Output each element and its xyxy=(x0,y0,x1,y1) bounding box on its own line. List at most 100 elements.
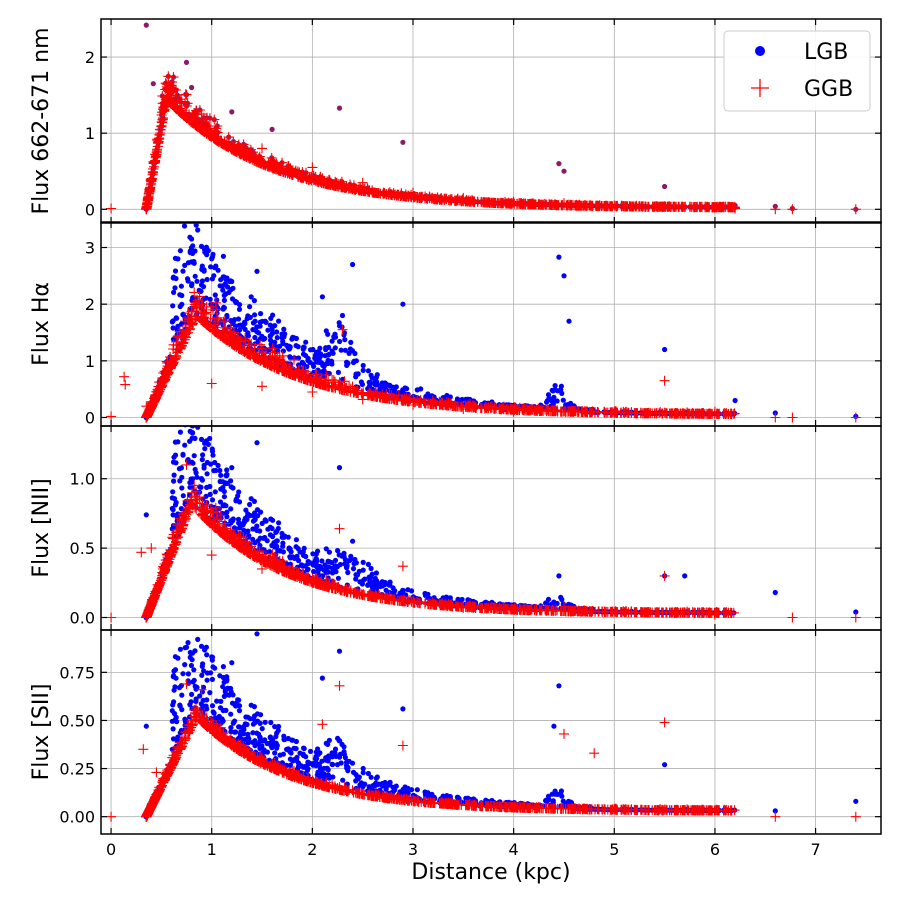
ggb-point xyxy=(527,404,538,415)
ggb-point xyxy=(146,402,157,413)
ggb-point xyxy=(162,363,173,374)
lgb-point xyxy=(267,333,273,339)
ggb-point xyxy=(392,189,403,200)
series-lgb xyxy=(143,426,859,621)
ggb-point xyxy=(232,333,243,344)
ggb-point xyxy=(592,200,603,211)
lgb-point xyxy=(355,371,361,377)
lgb-point xyxy=(332,345,338,351)
ggb-point xyxy=(228,136,239,147)
lgb-point xyxy=(561,168,567,174)
ggb-point xyxy=(458,404,469,414)
ggb-point xyxy=(370,387,381,398)
ggb-point xyxy=(408,400,418,410)
ggb-point xyxy=(106,203,117,214)
points-flux-662-671 xyxy=(106,22,861,215)
ggb-point xyxy=(182,98,193,109)
ggb-point xyxy=(420,398,431,409)
ggb-point xyxy=(168,100,179,111)
lgb-point xyxy=(214,297,220,303)
lgb-point xyxy=(189,84,195,91)
lgb-point xyxy=(550,398,556,404)
ggb-point xyxy=(190,297,201,308)
ggb-point xyxy=(257,143,267,154)
lgb-point xyxy=(189,236,195,242)
ggb-point xyxy=(458,192,469,203)
ggb-point xyxy=(265,357,276,368)
lgb-point xyxy=(274,329,280,335)
lgb-point xyxy=(662,183,668,190)
lgb-point xyxy=(252,312,258,318)
ggb-point xyxy=(468,401,479,412)
ggb-point xyxy=(119,371,130,382)
ggb-point xyxy=(220,334,231,345)
ggb-point xyxy=(770,204,781,215)
lgb-point xyxy=(381,383,387,389)
ggb-point xyxy=(314,379,325,389)
lgb-point xyxy=(204,276,210,283)
ggb-point xyxy=(584,407,595,418)
lgb-point xyxy=(280,348,286,354)
ggb-point xyxy=(219,316,230,326)
ggb-point xyxy=(293,372,304,383)
lgb-point xyxy=(213,263,219,269)
ggb-point xyxy=(659,407,670,418)
lgb-point xyxy=(185,260,191,266)
ggb-point xyxy=(770,412,781,423)
ggb-point xyxy=(199,127,210,138)
lgb-point xyxy=(181,223,188,229)
ggb-point xyxy=(582,406,593,417)
lgb-point xyxy=(221,297,227,303)
ggb-point xyxy=(212,121,223,131)
ggb-point xyxy=(205,313,216,324)
ggb-point xyxy=(218,316,229,327)
ggb-point xyxy=(166,90,177,101)
ggb-point xyxy=(201,302,212,312)
ggb-point xyxy=(649,201,660,212)
lgb-point xyxy=(265,327,271,333)
lgb-point xyxy=(323,347,329,353)
lgb-point xyxy=(201,267,207,274)
ggb-point xyxy=(268,156,278,166)
ggb-point xyxy=(391,394,402,405)
ggb-point xyxy=(255,339,266,350)
ggb-point xyxy=(177,338,188,349)
ggb-point xyxy=(337,324,348,335)
lgb-point xyxy=(247,304,253,310)
ggb-point xyxy=(357,394,368,405)
ggb-point xyxy=(269,347,280,358)
lgb-point xyxy=(267,322,273,328)
ggb-point xyxy=(223,142,234,153)
ggb-point xyxy=(152,144,162,155)
ggb-point xyxy=(302,375,313,386)
lgb-point xyxy=(205,248,211,254)
lgb-point xyxy=(560,397,566,403)
lgb-point xyxy=(248,294,254,300)
lgb-point xyxy=(220,287,226,293)
lgb-point xyxy=(281,326,287,332)
ggb-point xyxy=(167,358,178,369)
lgb-point xyxy=(556,161,562,167)
lgb-point xyxy=(287,346,293,352)
lgb-point xyxy=(321,368,327,374)
lgb-point xyxy=(225,284,231,290)
lgb-point xyxy=(175,256,181,262)
lgb-point xyxy=(220,253,226,259)
ggb-point xyxy=(501,404,511,415)
lgb-point xyxy=(191,258,197,265)
ggb-point xyxy=(258,159,269,170)
lgb-point xyxy=(252,334,258,341)
ggb-point xyxy=(413,397,424,408)
ggb-point xyxy=(445,194,456,205)
lgb-point xyxy=(179,292,185,299)
lgb-point xyxy=(204,484,210,490)
ggb-point xyxy=(154,134,165,145)
ggb-point xyxy=(143,408,154,419)
ggb-point xyxy=(307,387,318,397)
ggb-point xyxy=(636,201,647,212)
lgb-point xyxy=(209,256,215,262)
ggb-point xyxy=(210,326,221,337)
ggb-point xyxy=(469,197,480,207)
lgb-point xyxy=(224,312,230,319)
lgb-point xyxy=(342,347,348,353)
